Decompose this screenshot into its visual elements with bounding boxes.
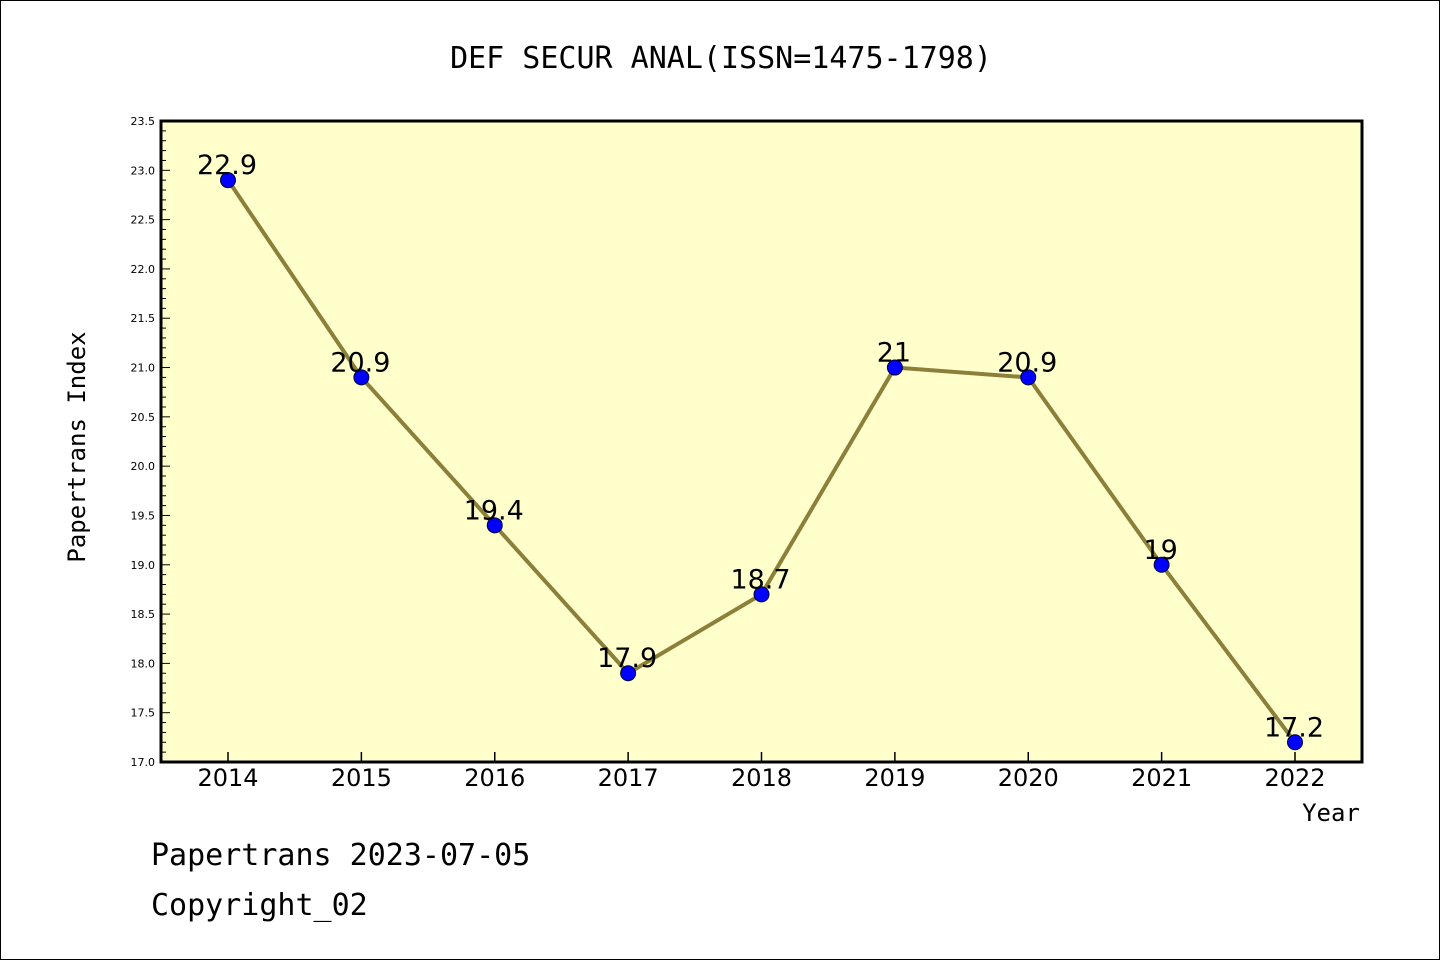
x-tick-label: 2016	[464, 764, 525, 792]
y-tick-label: 17.0	[131, 756, 156, 769]
x-tick-label: 2019	[864, 764, 925, 792]
x-tick-label: 2020	[998, 764, 1059, 792]
data-label: 19.4	[464, 495, 524, 526]
data-labels: 22.9 20.9 19.4 17.9 18.7 21 20.9 19 17.2	[197, 150, 1324, 743]
series-markers	[220, 172, 1303, 751]
data-point	[353, 369, 370, 386]
data-point	[1153, 556, 1170, 573]
chart-title: DEF SECUR ANAL(ISSN=1475-1798)	[450, 41, 992, 76]
data-point	[220, 172, 236, 189]
plot-area	[161, 121, 1362, 762]
x-tick-label: 2022	[1264, 764, 1325, 792]
y-axis-ticks: 17.0 17.5 18.0 18.5 19.0 19.5 20.0 20.5 21.0 21.5…	[131, 115, 170, 769]
x-tick-label: 2021	[1131, 764, 1192, 792]
y-tick-label: 21.0	[131, 362, 156, 375]
footer-date: Papertrans 2023-07-05	[151, 838, 530, 873]
x-axis-label: Year	[1302, 799, 1360, 827]
footer-copyright: Copyright_02	[151, 888, 368, 923]
x-tick-label: 2015	[331, 764, 392, 792]
y-tick-label: 19.0	[131, 559, 156, 572]
data-point	[1287, 734, 1303, 751]
data-point	[753, 586, 770, 603]
y-tick-label: 21.5	[131, 312, 156, 325]
data-label: 20.9	[997, 347, 1057, 378]
data-label: 21	[877, 338, 911, 369]
data-label: 17.2	[1264, 712, 1324, 743]
x-tick-label: 2017	[598, 764, 659, 792]
y-axis-label: Papertrans Index	[63, 331, 91, 562]
y-tick-label: 18.5	[131, 608, 156, 621]
data-label: 17.9	[597, 643, 657, 674]
y-tick-label: 17.5	[131, 707, 156, 720]
x-axis-ticks: 2014 2015 2016 2017 2018 2019 2020 2021 2022	[197, 752, 1326, 792]
x-tick-label: 2014	[197, 764, 258, 792]
y-tick-label: 18.0	[131, 657, 156, 670]
data-point	[486, 517, 503, 534]
y-tick-label: 23.0	[131, 164, 156, 177]
data-point	[886, 359, 903, 376]
data-label: 18.7	[730, 564, 790, 595]
data-label: 20.9	[330, 347, 390, 378]
x-tick-label: 2018	[731, 764, 792, 792]
y-tick-label: 22.0	[131, 263, 156, 276]
y-tick-label: 20.0	[131, 460, 156, 473]
data-label: 19	[1143, 535, 1177, 566]
data-label: 22.9	[197, 150, 257, 181]
plot-border	[159, 119, 1364, 764]
data-point	[620, 665, 637, 682]
y-tick-label: 23.5	[131, 115, 156, 128]
data-point	[1020, 369, 1037, 386]
y-tick-label: 20.5	[131, 411, 156, 424]
y-tick-label: 22.5	[131, 214, 156, 227]
y-tick-label: 19.5	[131, 509, 156, 522]
